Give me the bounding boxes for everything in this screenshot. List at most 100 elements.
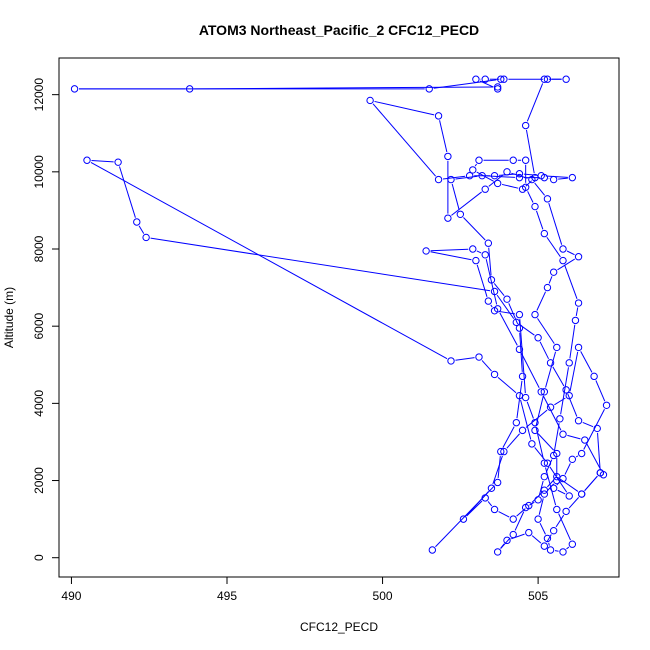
series-segment xyxy=(566,250,575,256)
data-point xyxy=(531,418,539,427)
data-point xyxy=(553,505,561,514)
data-point xyxy=(484,239,493,247)
data-point xyxy=(574,343,583,352)
series-segment xyxy=(575,307,579,317)
data-point xyxy=(562,75,570,83)
data-point xyxy=(487,484,496,492)
series-segment xyxy=(498,310,516,315)
data-point xyxy=(459,515,468,523)
series-segment xyxy=(455,357,475,361)
series-segment xyxy=(451,183,460,211)
data-point xyxy=(574,417,583,425)
series-segment xyxy=(118,166,136,218)
series-segment xyxy=(511,172,528,179)
data-point xyxy=(133,218,141,226)
y-tick-label: 4000 xyxy=(32,390,46,417)
data-point xyxy=(531,173,539,182)
series-segment xyxy=(525,409,548,428)
series-segment xyxy=(539,522,546,535)
series-segment xyxy=(568,497,580,509)
series-segment xyxy=(476,250,482,254)
data-point xyxy=(559,474,567,483)
chart-title: ATOM3 Northeast_Pacific_2 CFC12_PECD xyxy=(199,22,479,38)
data-point xyxy=(540,459,549,467)
series-segment xyxy=(497,456,501,479)
series-segment xyxy=(487,501,493,507)
data-point xyxy=(540,75,549,83)
data-point xyxy=(549,484,558,492)
data-point xyxy=(515,324,524,332)
series-segment xyxy=(90,161,448,360)
data-point xyxy=(559,245,567,253)
data-point xyxy=(509,156,517,164)
series-segment xyxy=(595,380,606,402)
data-point xyxy=(493,85,502,93)
series-segment xyxy=(557,489,566,495)
data-point xyxy=(512,318,521,327)
data-point xyxy=(366,96,374,105)
data-point xyxy=(475,353,483,361)
data-point xyxy=(543,75,552,83)
series-segment xyxy=(548,542,550,546)
data-point xyxy=(472,256,480,265)
data-point xyxy=(540,490,549,498)
data-point xyxy=(531,310,539,319)
data-point xyxy=(515,345,524,354)
data-point xyxy=(534,334,542,342)
series-segment xyxy=(537,318,555,344)
data-point xyxy=(70,85,79,93)
series-segment xyxy=(493,283,505,296)
series-segment xyxy=(516,380,523,419)
data-point xyxy=(469,245,477,253)
data-point xyxy=(518,426,527,435)
data-point xyxy=(490,370,499,379)
series-segment xyxy=(481,360,492,372)
series-segment xyxy=(526,401,534,419)
series-segment xyxy=(564,463,571,475)
data-point xyxy=(528,440,536,448)
series-segment xyxy=(552,366,565,387)
series-segment xyxy=(564,264,578,299)
y-tick-label: 2000 xyxy=(32,467,46,494)
data-point xyxy=(521,121,530,130)
data-point xyxy=(543,534,552,543)
series-segment xyxy=(554,397,566,406)
y-tick-label: 12000 xyxy=(32,78,46,112)
series-segment xyxy=(520,399,532,440)
series-segment xyxy=(372,103,436,177)
data-point xyxy=(509,515,517,523)
data-point xyxy=(509,530,517,539)
x-axis: 490 495 500 505 xyxy=(61,576,548,603)
data-point xyxy=(574,253,583,261)
data-point xyxy=(540,472,549,481)
data-point xyxy=(490,287,499,296)
data-point xyxy=(512,418,521,427)
series-segment xyxy=(485,259,498,305)
series-segment xyxy=(548,202,563,245)
data-point xyxy=(553,343,561,352)
data-point xyxy=(481,185,489,193)
series-segment xyxy=(560,367,569,415)
y-axis-label: Altitude (m) xyxy=(2,287,16,348)
data-point xyxy=(596,469,605,477)
data-point xyxy=(444,214,452,222)
data-point xyxy=(540,388,549,396)
series-segment xyxy=(553,423,560,452)
series-segment xyxy=(138,225,145,234)
data-point xyxy=(444,152,452,161)
y-tick-label: 0 xyxy=(32,554,46,561)
data-point xyxy=(493,179,502,188)
series-segment xyxy=(439,120,448,153)
series-segment xyxy=(474,163,477,167)
data-point xyxy=(525,528,533,537)
data-point xyxy=(546,359,555,367)
series-segment xyxy=(560,478,579,492)
data-point xyxy=(472,75,480,83)
data-point xyxy=(481,75,489,83)
data-point xyxy=(497,75,505,83)
y-tick-label: 8000 xyxy=(32,235,46,262)
data-point xyxy=(185,85,194,93)
series-segment xyxy=(575,455,579,458)
data-point xyxy=(531,202,539,211)
